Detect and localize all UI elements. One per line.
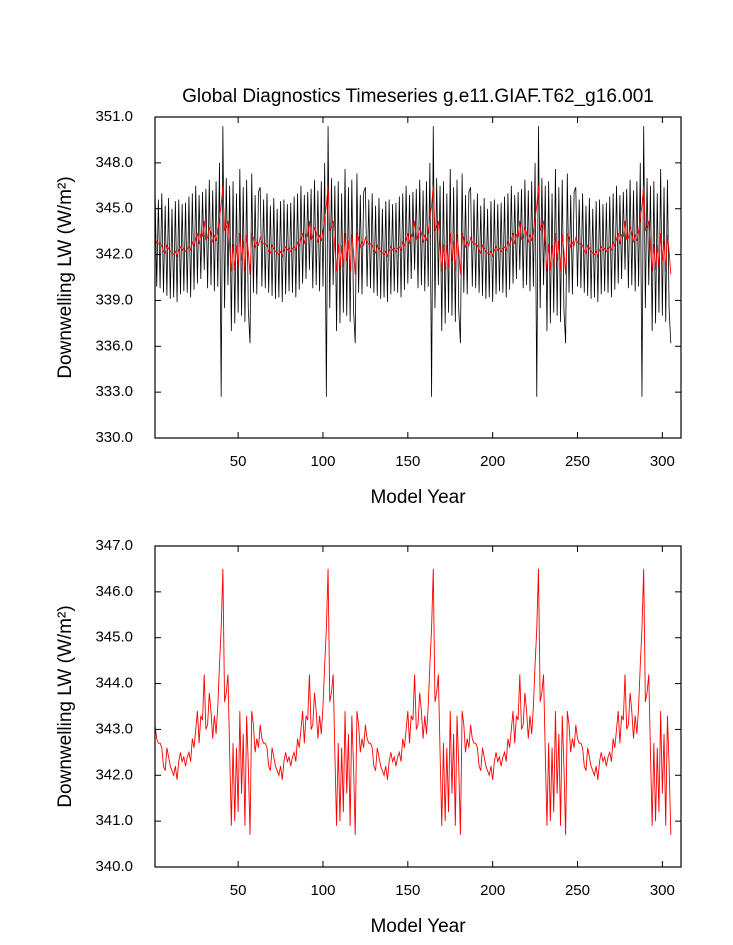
x-tick-label: 100 [310,453,335,470]
plot-frame [154,545,682,868]
chart-title: Global Diagnostics Timeseries g.e11.GIAF… [182,86,654,107]
x-tick-label: 50 [230,882,247,899]
x-axis-label: Model Year [370,487,466,508]
x-axis-label: Model Year [370,916,466,937]
y-axis-label: Downwelling LW (W/m²) [55,176,76,378]
y-tick-label: 339.0 [95,291,133,308]
x-tick-label: 250 [565,453,590,470]
y-tick-label: 345.0 [95,629,133,646]
data-line [154,185,672,275]
x-tick-label: 200 [480,453,505,470]
y-tick-label: 348.0 [95,154,133,171]
data-line [154,568,672,835]
x-tick-label: 50 [230,453,247,470]
y-tick-label: 336.0 [95,337,133,354]
y-tick-label: 343.0 [95,720,133,737]
x-tick-label: 150 [395,882,420,899]
x-tick-label: 300 [650,453,675,470]
x-tick-label: 200 [480,882,505,899]
y-tick-label: 330.0 [95,429,133,446]
x-tick-label: 300 [650,882,675,899]
y-tick-label: 344.0 [95,675,133,692]
x-tick-label: 100 [310,882,335,899]
y-tick-label: 341.0 [95,812,133,829]
x-tick-label: 150 [395,453,420,470]
y-tick-label: 342.0 [95,766,133,783]
y-tick-label: 347.0 [95,537,133,554]
y-tick-label: 342.0 [95,246,133,263]
y-axis-label: Downwelling LW (W/m²) [55,605,76,807]
y-tick-label: 346.0 [95,583,133,600]
y-tick-label: 340.0 [95,858,133,875]
y-tick-label: 345.0 [95,200,133,217]
x-tick-label: 250 [565,882,590,899]
plot-frame [154,116,682,439]
data-line [154,126,672,397]
y-tick-label: 351.0 [95,108,133,125]
y-tick-label: 333.0 [95,383,133,400]
